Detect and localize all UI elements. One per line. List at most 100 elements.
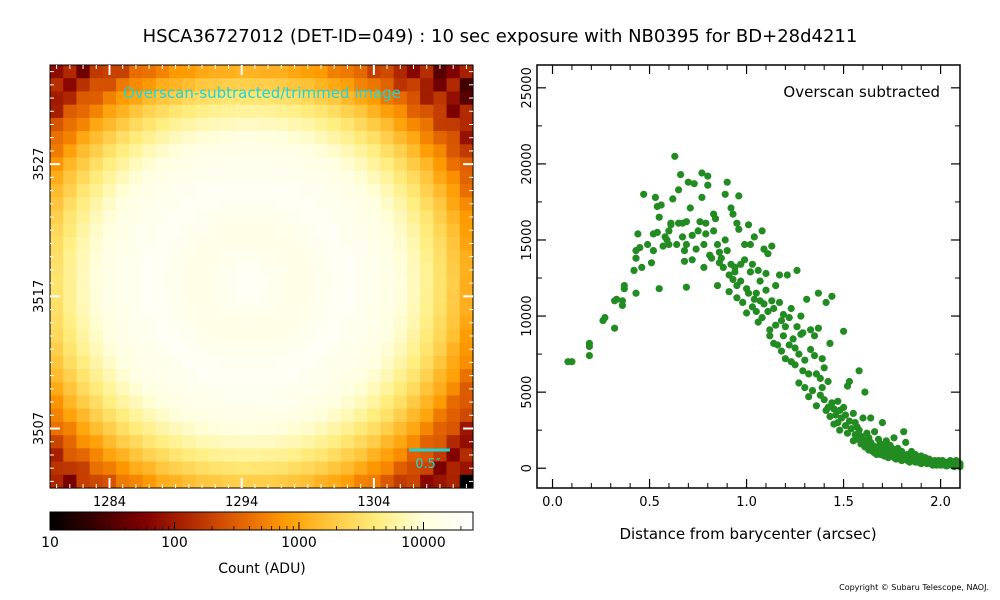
image-pixel (327, 461, 342, 476)
image-pixel (314, 210, 329, 225)
image-pixel (446, 236, 461, 251)
image-pixel (89, 369, 104, 383)
scatter-point (764, 307, 772, 316)
image-pixel (102, 78, 117, 93)
image-pixel (50, 170, 64, 185)
scatter-point (822, 298, 830, 306)
image-pixel (102, 117, 117, 132)
image-pixel (406, 223, 421, 238)
image-pixel (287, 78, 302, 93)
scatter-point (777, 317, 786, 325)
image-pixel (182, 131, 197, 145)
image-pixel (420, 276, 434, 291)
image-pixel (301, 131, 315, 145)
scatter-point (655, 213, 663, 221)
scatter-point (659, 242, 667, 250)
image-pixel (155, 289, 170, 304)
scatter-xtick-label: 0.5 (639, 495, 660, 510)
image-pixel (367, 131, 382, 145)
image-pixel (354, 263, 368, 278)
image-pixel (327, 183, 342, 198)
image-pixel (274, 448, 289, 463)
image-pixel (287, 157, 302, 172)
image-pixel (406, 329, 421, 344)
image-pixel (261, 316, 276, 330)
image-pixel (248, 197, 263, 212)
scatter-point (816, 374, 824, 382)
image-pixel (367, 183, 382, 198)
image-pixel (116, 355, 130, 370)
image-pixel (50, 65, 64, 79)
image-pixel (274, 316, 289, 330)
image-pixel (142, 65, 157, 79)
image-pixel (102, 382, 117, 397)
image-pixel (287, 302, 302, 317)
image-pixel (102, 355, 117, 370)
image-pixel (142, 395, 157, 410)
image-pixel (50, 276, 64, 291)
image-pixel (76, 435, 91, 449)
image-pixel (208, 435, 223, 449)
image-pixel (168, 316, 183, 330)
image-pixel (420, 157, 434, 172)
colorbar-tick-label: 1000 (281, 535, 317, 551)
image-pixel (195, 250, 210, 264)
image-pixel (314, 395, 329, 410)
scatter-point (799, 329, 807, 337)
image-pixel (76, 170, 91, 185)
image-pixel (76, 408, 91, 423)
image-pixel (354, 210, 368, 225)
image-pixel (142, 276, 157, 291)
image-pixel (155, 236, 170, 251)
image-pixel (301, 369, 315, 383)
image-pixel (182, 421, 197, 436)
image-pixel (314, 435, 329, 449)
image-pixel (76, 91, 91, 106)
image-pixel (340, 210, 355, 225)
image-pixel (446, 250, 461, 264)
image-pixel (301, 263, 315, 278)
image-pixel (287, 289, 302, 304)
scatter-point (814, 289, 823, 297)
image-pixel (287, 131, 302, 145)
image-pixel (420, 236, 434, 251)
image-pixel (248, 250, 263, 264)
image-pixel (116, 170, 130, 185)
image-pixel (221, 170, 236, 185)
image-pixel (287, 91, 302, 106)
image-pixel (420, 263, 434, 278)
image-pixel (248, 104, 263, 119)
image-pixel (406, 131, 421, 145)
image-pixel (116, 421, 130, 436)
image-pixel (380, 170, 395, 185)
image-pixel (208, 302, 223, 317)
image-pixel (420, 302, 434, 317)
image-pixel (327, 236, 342, 251)
image-pixel (420, 131, 434, 145)
image-pixel (76, 117, 91, 132)
image-pixel (50, 369, 64, 383)
image-pixel (354, 250, 368, 264)
copyright-notice: Copyright © Subaru Telescope, NAOJ. (839, 583, 989, 592)
image-pixel (420, 210, 434, 225)
image-pixel (248, 408, 263, 423)
image-pixel (50, 117, 64, 132)
image-pixel (50, 316, 64, 330)
image-pixel (380, 435, 395, 449)
image-pixel (248, 329, 263, 344)
image-pixel (406, 342, 421, 357)
image-pixel (182, 236, 197, 251)
image-pixel (142, 223, 157, 238)
scatter-frame (536, 64, 961, 489)
image-pixel (248, 302, 263, 317)
image-pixel (155, 250, 170, 264)
image-pixel (393, 474, 408, 489)
image-pixel (142, 117, 157, 132)
image-pixel (406, 183, 421, 198)
image-pixel (446, 78, 461, 93)
image-pixel (433, 131, 448, 145)
image-pixel (168, 355, 183, 370)
image-pixel (327, 316, 342, 330)
image-pixel (446, 197, 461, 212)
image-pixel (287, 329, 302, 344)
